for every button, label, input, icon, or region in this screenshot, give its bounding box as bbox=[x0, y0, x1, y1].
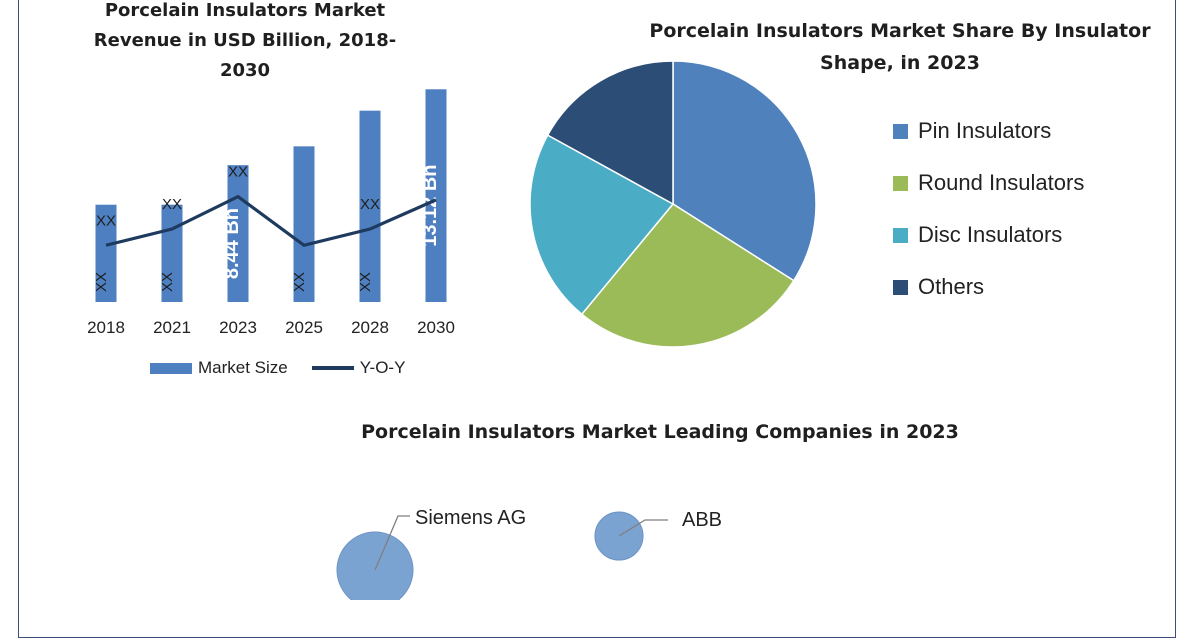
bar-title-line-1: Porcelain Insulators Market bbox=[104, 0, 386, 21]
bar-label-2028: XX bbox=[357, 272, 374, 292]
legend-label: Others bbox=[918, 274, 985, 299]
bubble-siemens-ag bbox=[336, 531, 414, 600]
bubble-leader-abb bbox=[618, 519, 668, 537]
yoy-label-2021: XX bbox=[162, 196, 182, 213]
bar-chart-title: Porcelain Insulators Market Revenue in U… bbox=[70, 0, 420, 86]
pie-title-line-2: Shape, in 2023 bbox=[820, 52, 980, 74]
yoy-line bbox=[105, 194, 437, 247]
legend-swatch bbox=[893, 175, 908, 191]
bar-label-2025: XX bbox=[291, 272, 308, 292]
bar-2018 bbox=[95, 204, 117, 302]
market-size-swatch bbox=[150, 362, 192, 374]
x-tick-2023: 2023 bbox=[219, 318, 257, 337]
bubble-label-siemens-ag: Siemens AG bbox=[415, 507, 526, 529]
yoy-label-2028: XX bbox=[360, 196, 380, 213]
yoy-label-2018: XX bbox=[96, 212, 116, 229]
bar-chart-legend: Market Size Y-O-Y bbox=[150, 358, 405, 378]
pie-slice-disc-insulators bbox=[529, 134, 675, 316]
legend-item-round-insulators: Round Insulators bbox=[893, 170, 1084, 196]
x-tick-2021: 2021 bbox=[153, 318, 191, 337]
legend-label: Disc Insulators bbox=[918, 222, 1063, 247]
pie-slice-pin-insulators bbox=[672, 60, 817, 282]
bar-2030 bbox=[425, 89, 447, 302]
pie-title-line-1: Porcelain Insulators Market Share By Ins… bbox=[649, 20, 1151, 42]
bar-title-line-2: Revenue in USD Billion, 2018- bbox=[93, 30, 397, 51]
legend-label: Round Insulators bbox=[918, 170, 1085, 195]
pie-chart-title: Porcelain Insulators Market Share By Ins… bbox=[630, 15, 1170, 79]
market-size-legend-label: Market Size bbox=[198, 358, 288, 377]
bubble-chart: Siemens AG ABB bbox=[336, 507, 722, 600]
bar-line-chart: XX 2018 XX 2021 8.44 Bn 2023 XX 2025 XX 2028 13.12… bbox=[87, 89, 455, 337]
bar-title-line-3: 2030 bbox=[219, 60, 271, 81]
legend-label: Pin Insulators bbox=[918, 118, 1052, 143]
bubble-chart-title: Porcelain Insulators Market Leading Comp… bbox=[361, 421, 959, 443]
bar-label-2021: XX bbox=[159, 272, 176, 292]
bar-label-2023: 8.44 Bn bbox=[221, 208, 243, 279]
legend-swatch bbox=[893, 123, 908, 139]
legend-swatch bbox=[893, 227, 908, 243]
yoy-swatch bbox=[311, 366, 354, 370]
bar-label-2018: XX bbox=[93, 272, 110, 292]
x-tick-2025: 2025 bbox=[285, 318, 323, 337]
bar-2025 bbox=[293, 146, 315, 302]
legend-item-pin-insulators: Pin Insulators bbox=[893, 118, 1051, 144]
x-tick-2028: 2028 bbox=[351, 318, 389, 337]
x-tick-2030: 2030 bbox=[417, 318, 455, 337]
pie-chart bbox=[529, 60, 817, 348]
bubble-leader-siemens-ag bbox=[374, 515, 410, 571]
pie-slice-others bbox=[546, 60, 674, 206]
yoy-legend-label: Y-O-Y bbox=[359, 358, 406, 377]
pie-slice-round-insulators bbox=[580, 203, 795, 348]
legend-item-disc-insulators: Disc Insulators bbox=[893, 222, 1062, 248]
bar-label-2030: 13.12 Bn bbox=[419, 165, 441, 247]
x-tick-2018: 2018 bbox=[87, 318, 125, 337]
yoy-label-2023: XX bbox=[228, 164, 248, 181]
legend-swatch bbox=[893, 279, 908, 295]
bubble-label-abb: ABB bbox=[682, 509, 722, 531]
legend-item-others: Others bbox=[893, 274, 984, 300]
bar-2028 bbox=[359, 110, 381, 303]
